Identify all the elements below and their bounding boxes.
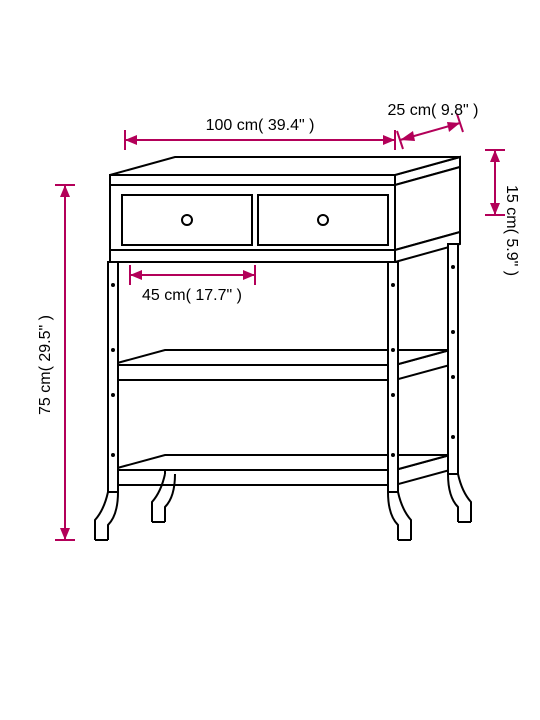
leg-rear-right — [448, 244, 471, 522]
drawer-width-label: 45 cm( 17.7" ) — [142, 287, 242, 304]
dim-depth: 25 cm( 9.8" ) — [387, 102, 478, 149]
knob-right — [318, 215, 328, 225]
width-label: 100 cm( 39.4" ) — [206, 117, 315, 134]
depth-label: 25 cm( 9.8" ) — [387, 102, 478, 119]
leg-front-left — [95, 262, 118, 540]
dim-drawer-width: 45 cm( 17.7" ) — [130, 265, 255, 304]
furniture-diagram: 100 cm( 39.4" ) 25 cm( 9.8" ) 15 cm( 5.9… — [0, 0, 540, 720]
console-table — [95, 157, 471, 540]
dim-width: 100 cm( 39.4" ) — [125, 117, 395, 150]
height-label: 75 cm( 29.5" ) — [37, 315, 54, 415]
drawer-height-label: 15 cm( 5.9" ) — [503, 185, 520, 276]
shelf-bottom — [110, 470, 395, 485]
leg-front-right — [388, 262, 411, 540]
dim-height: 75 cm( 29.5" ) — [37, 185, 75, 540]
shelf-middle — [110, 365, 395, 380]
knob-left — [182, 215, 192, 225]
dim-drawer-height: 15 cm( 5.9" ) — [485, 150, 520, 276]
